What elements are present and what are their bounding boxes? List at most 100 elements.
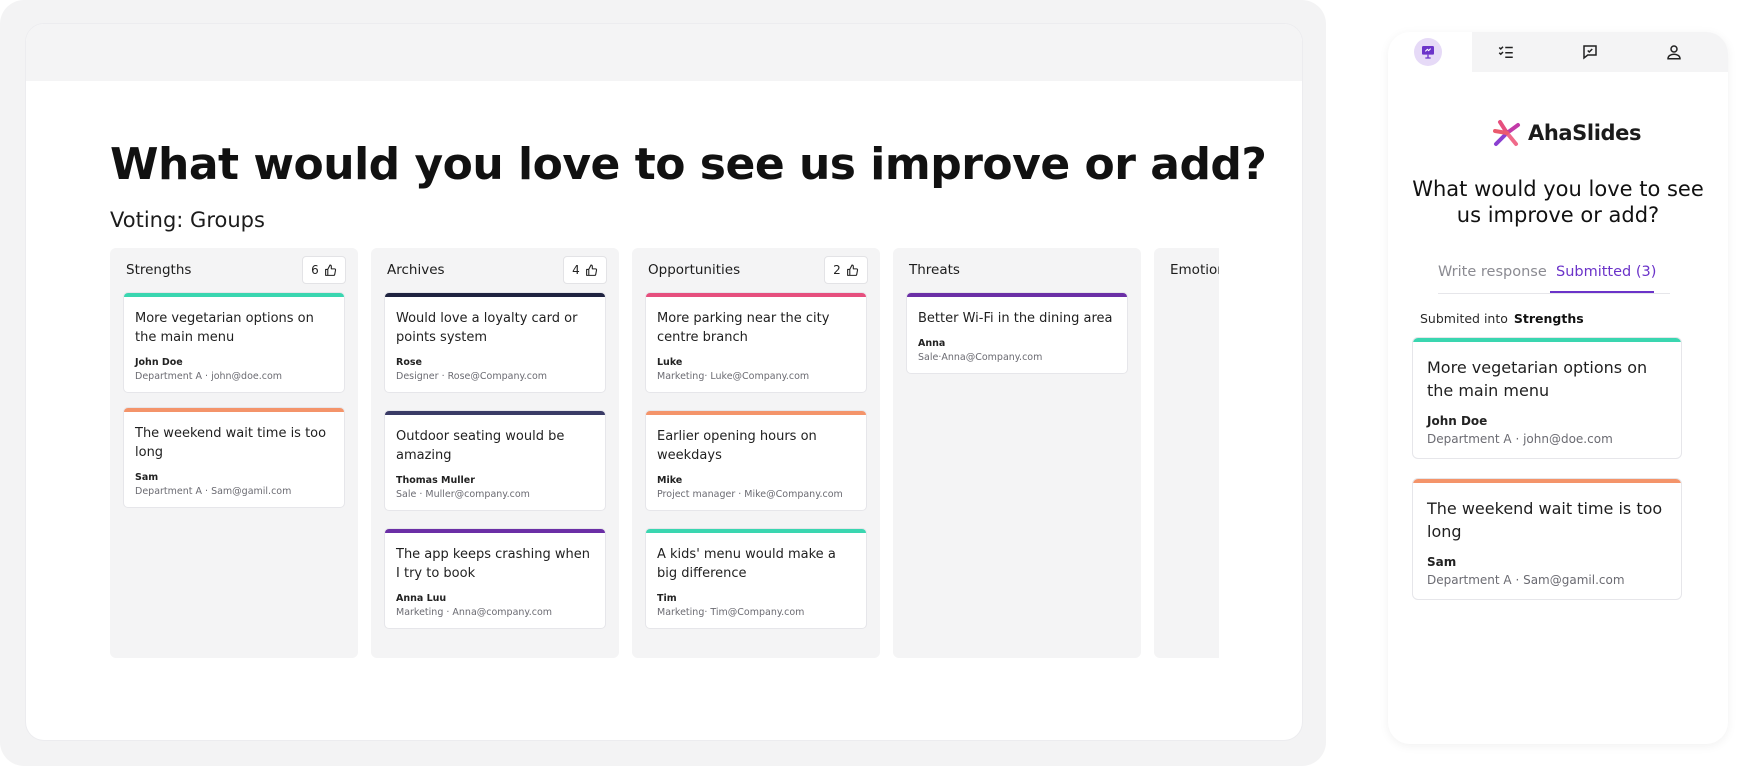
tab-write-response[interactable]: Write response [1438,264,1547,280]
card-author: John Doe [135,357,183,368]
card-color-bar [646,293,866,297]
slide-top-bar [26,24,1302,81]
column-title: Emotior [1170,262,1219,278]
card-meta: Department A · john@doe.com [1427,432,1613,446]
card-author: John Doe [1427,414,1488,428]
card-color-bar [1413,338,1681,342]
card-color-bar [646,529,866,533]
tab-submitted[interactable]: Submitted (3) [1556,264,1657,280]
card-author: Luke [657,357,683,368]
card-color-bar [385,411,605,415]
ahaslides-logo: AhaSlides [1492,118,1641,148]
vote-button[interactable]: 2 [824,256,868,284]
group-column-opportunities: Opportunities 2 More parking near the ci… [632,248,880,658]
audience-question: What would you love to see us improve or… [1412,177,1704,227]
column-header: Emotior [1170,248,1219,292]
card-meta: Marketing· Tim@Company.com [657,607,805,618]
card-meta: Department A · john@doe.com [135,371,283,382]
group-column-archives: Archives 4 Would love a loyalty card or … [371,248,619,658]
submitted-into-group: Strengths [1513,311,1584,326]
checklist-icon [1498,46,1513,58]
vote-count: 4 [572,263,580,277]
idea-card[interactable]: Earlier opening hours on weekdays Mike P… [645,410,867,511]
card-color-bar [124,293,344,297]
card-meta: Designer · Rose@Company.com [396,371,548,382]
nav-presentation-button[interactable] [1414,38,1442,66]
card-color-bar [385,529,605,533]
card-author: Sam [1427,555,1457,569]
card-text: A kids' menu would make a big difference [657,547,836,581]
column-title: Archives [387,262,445,278]
group-columns: Strengths 6 More vegetarian options on t… [110,248,1219,658]
group-column-strengths: Strengths 6 More vegetarian options on t… [110,248,358,658]
column-title: Strengths [126,262,192,278]
card-text: Would love a loyalty card or points syst… [396,311,578,345]
group-column-threats: Threats Better Wi-Fi in the dining area … [893,248,1141,658]
card-author: Rose [396,357,422,368]
card-text: More vegetarian options on the main menu [1427,358,1648,400]
submitted-card[interactable]: The weekend wait time is too long Sam De… [1412,478,1682,600]
group-column-emotions: Emotior [1154,248,1219,658]
idea-card[interactable]: The weekend wait time is too long Sam De… [123,407,345,508]
vote-count: 2 [833,263,841,277]
card-author: Thomas Muller [396,475,475,486]
card-color-bar [907,293,1127,297]
slide-canvas: What would you love to see us improve or… [26,24,1302,740]
idea-card[interactable]: More vegetarian options on the main menu… [123,292,345,393]
submitted-card[interactable]: More vegetarian options on the main menu… [1412,337,1682,459]
column-header: Archives 4 [387,248,607,292]
thumbs-up-icon [846,264,858,276]
card-author: Anna [918,338,946,349]
card-text: The weekend wait time is too long [135,426,327,460]
audience-panel: AhaSlides What would you love to see us … [1388,32,1728,744]
card-meta: Marketing· Luke@Company.com [657,371,810,382]
thumbs-up-icon [585,264,597,276]
column-title: Opportunities [648,262,741,278]
card-author: Tim [657,593,677,604]
card-meta: Sale · Muller@company.com [396,489,530,500]
card-color-bar [124,408,344,412]
slide-title: What would you love to see us improve or… [110,139,1267,190]
column-header: Threats [909,248,1129,292]
presenter-frame: What would you love to see us improve or… [0,0,1326,766]
idea-card[interactable]: Better Wi-Fi in the dining area Anna Sal… [906,292,1128,374]
idea-card[interactable]: Outdoor seating would be amazing Thomas … [384,410,606,511]
card-author: Mike [657,475,683,486]
logo-text: AhaSlides [1528,121,1642,145]
presentation-icon [1422,46,1434,59]
card-meta: Marketing · Anna@company.com [396,607,553,618]
vote-button[interactable]: 4 [563,256,607,284]
card-meta: Project manager · Mike@Company.com [657,489,843,500]
vote-button[interactable]: 6 [302,256,346,284]
card-text: The app keeps crashing when I try to boo… [396,547,590,581]
nav-chat-button[interactable] [1570,32,1610,72]
idea-card[interactable]: More parking near the city centre branch… [645,292,867,393]
card-author: Anna Luu [396,593,447,604]
idea-card[interactable]: A kids' menu would make a big difference… [645,528,867,629]
column-header: Opportunities 2 [648,248,868,292]
nav-profile-button[interactable] [1654,32,1694,72]
card-text: More parking near the city centre branch [657,311,830,345]
card-meta: Department A · Sam@gamil.com [1427,573,1625,587]
idea-card[interactable]: The app keeps crashing when I try to boo… [384,528,606,629]
card-author: Sam [135,472,159,483]
card-meta: Sale·Anna@Company.com [918,352,1043,363]
card-text: Better Wi-Fi in the dining area [918,311,1113,326]
idea-card[interactable]: Would love a loyalty card or points syst… [384,292,606,393]
card-color-bar [385,293,605,297]
vote-count: 6 [311,263,319,277]
card-meta: Department A · Sam@gamil.com [135,486,292,497]
card-color-bar [646,411,866,415]
active-tab-indicator [1550,291,1654,293]
submitted-into-label: Submited into Strengths [1420,311,1584,326]
card-color-bar [1413,479,1681,483]
column-header: Strengths 6 [126,248,346,292]
ahaslides-logo-icon [1493,120,1520,146]
card-text: More vegetarian options on the main menu [135,311,314,345]
user-icon [1667,45,1681,60]
column-title: Threats [909,262,960,278]
nav-checklist-button[interactable] [1486,32,1526,72]
card-text: The weekend wait time is too long [1427,499,1663,541]
voting-mode-label: Voting: Groups [110,208,265,232]
thumbs-up-icon [324,264,336,276]
